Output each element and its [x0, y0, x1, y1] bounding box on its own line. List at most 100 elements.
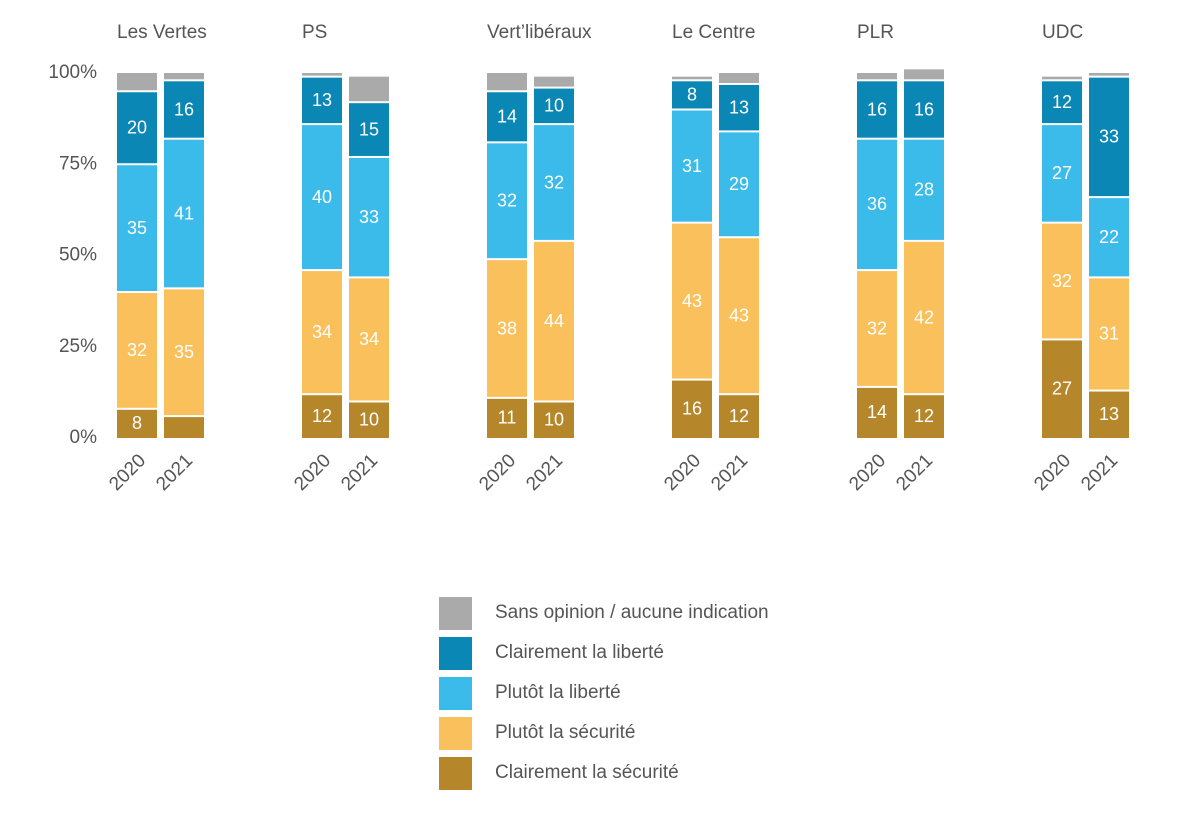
value-label: 12 [1052, 92, 1072, 112]
value-label: 10 [544, 96, 564, 116]
x-tick-label: 2021 [707, 450, 752, 495]
bar-segment [349, 103, 389, 156]
bar-segment [349, 76, 389, 102]
legend-label: Sans opinion / aucune indication [495, 602, 769, 623]
value-label: 32 [1052, 271, 1072, 291]
bar-segment [719, 84, 759, 131]
bar-segment [672, 380, 712, 438]
y-tick-label: 75% [59, 153, 97, 174]
bar-segment [487, 260, 527, 397]
bar-segment [487, 143, 527, 259]
value-label: 32 [497, 191, 517, 211]
bar-segment [302, 271, 342, 394]
bar-segment [487, 92, 527, 142]
bar-segment [534, 125, 574, 240]
bar-segment [164, 81, 204, 138]
value-label: 31 [682, 156, 702, 176]
x-tick-label: 2020 [290, 450, 335, 495]
value-label: 15 [359, 119, 379, 139]
bar-segment [904, 395, 944, 438]
legend-swatch [439, 597, 472, 630]
x-tick-label: 2021 [522, 450, 567, 495]
x-tick-label: 2021 [1077, 450, 1122, 495]
bar-segment [164, 417, 204, 438]
value-label: 35 [174, 342, 194, 362]
value-label: 29 [729, 174, 749, 194]
panel-title: Le Centre [672, 22, 755, 43]
bar-segment [719, 395, 759, 438]
value-label: 16 [174, 99, 194, 119]
value-label: 12 [312, 406, 332, 426]
bar-segment [349, 402, 389, 438]
panel-title: PLR [857, 22, 894, 43]
value-label: 11 [498, 408, 517, 428]
bar-segment [904, 139, 944, 240]
bar-segment [302, 395, 342, 438]
bar-segment [117, 409, 157, 438]
bar-segment [857, 271, 897, 386]
value-label: 16 [914, 99, 934, 119]
bar-segment [904, 81, 944, 138]
value-label: 42 [914, 307, 934, 327]
bar-segment [672, 223, 712, 379]
value-label: 10 [544, 410, 564, 430]
value-label: 31 [1099, 324, 1119, 344]
value-label: 14 [867, 402, 887, 422]
value-label: 40 [312, 187, 332, 207]
panel-title: Les Vertes [117, 22, 207, 43]
bar-segment [117, 165, 157, 291]
y-tick-label: 50% [59, 245, 97, 266]
value-label: 13 [312, 90, 332, 110]
bar-segment [672, 110, 712, 222]
x-tick-label: 2020 [475, 450, 520, 495]
x-tick-label: 2021 [892, 450, 937, 495]
bar-segment [1042, 223, 1082, 339]
value-label: 34 [359, 329, 379, 349]
y-tick-label: 0% [70, 427, 98, 448]
value-label: 43 [682, 291, 702, 311]
value-label: 8 [687, 85, 697, 105]
bar-segment [117, 73, 157, 91]
value-label: 36 [867, 194, 887, 214]
x-tick-label: 2020 [660, 450, 705, 495]
bar-segment [349, 157, 389, 277]
value-label: 14 [497, 107, 517, 127]
bar-segment [534, 76, 574, 87]
value-label: 28 [914, 180, 934, 200]
value-label: 27 [1052, 163, 1072, 183]
value-label: 32 [867, 318, 887, 338]
bar-segment [1042, 125, 1082, 222]
x-tick-label: 2021 [152, 450, 197, 495]
panel-title: UDC [1042, 22, 1083, 43]
bar-segment [904, 241, 944, 394]
bar-segment [1089, 278, 1129, 390]
y-tick-label: 100% [48, 62, 97, 83]
legend-swatch [439, 677, 472, 710]
bar-segment [719, 73, 759, 83]
bar-segment [117, 293, 157, 408]
value-label: 33 [359, 207, 379, 227]
legend-swatch [439, 717, 472, 750]
bar-segment [349, 278, 389, 401]
legend-label: Plutôt la liberté [495, 682, 621, 703]
bar-segment [164, 139, 204, 288]
bar-segment [1089, 198, 1129, 277]
bar-segment [534, 402, 574, 438]
value-label: 10 [359, 410, 379, 430]
bar-segment [1042, 81, 1082, 124]
bar-segment [857, 73, 897, 80]
legend-label: Clairement la liberté [495, 642, 664, 663]
value-label: 32 [544, 172, 564, 192]
value-label: 12 [729, 406, 749, 426]
value-label: 16 [682, 399, 702, 419]
bar-segment [164, 289, 204, 416]
bar-segment [1089, 73, 1129, 76]
x-tick-label: 2020 [845, 450, 890, 495]
bar-segment [1089, 77, 1129, 197]
value-label: 20 [127, 118, 147, 138]
value-label: 33 [1099, 127, 1119, 147]
bar-segment [857, 387, 897, 438]
value-label: 16 [867, 99, 887, 119]
bar-segment [302, 125, 342, 270]
